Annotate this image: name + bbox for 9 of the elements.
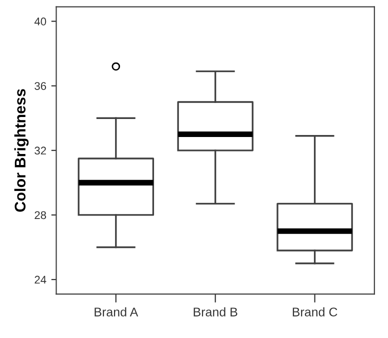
y-tick-label: 24 bbox=[34, 276, 46, 284]
y-tick-label: 28 bbox=[34, 211, 46, 220]
y-tick-label: 36 bbox=[34, 82, 46, 90]
x-tick-label: Brand B bbox=[194, 307, 238, 316]
y-tick-label: 32 bbox=[34, 146, 46, 155]
x-tick-label: Brand C bbox=[292, 307, 338, 316]
y-tick-label: 40 bbox=[34, 18, 46, 26]
y-axis-title: Color Brightness bbox=[14, 89, 29, 212]
x-tick-label: Brand A bbox=[94, 307, 138, 316]
